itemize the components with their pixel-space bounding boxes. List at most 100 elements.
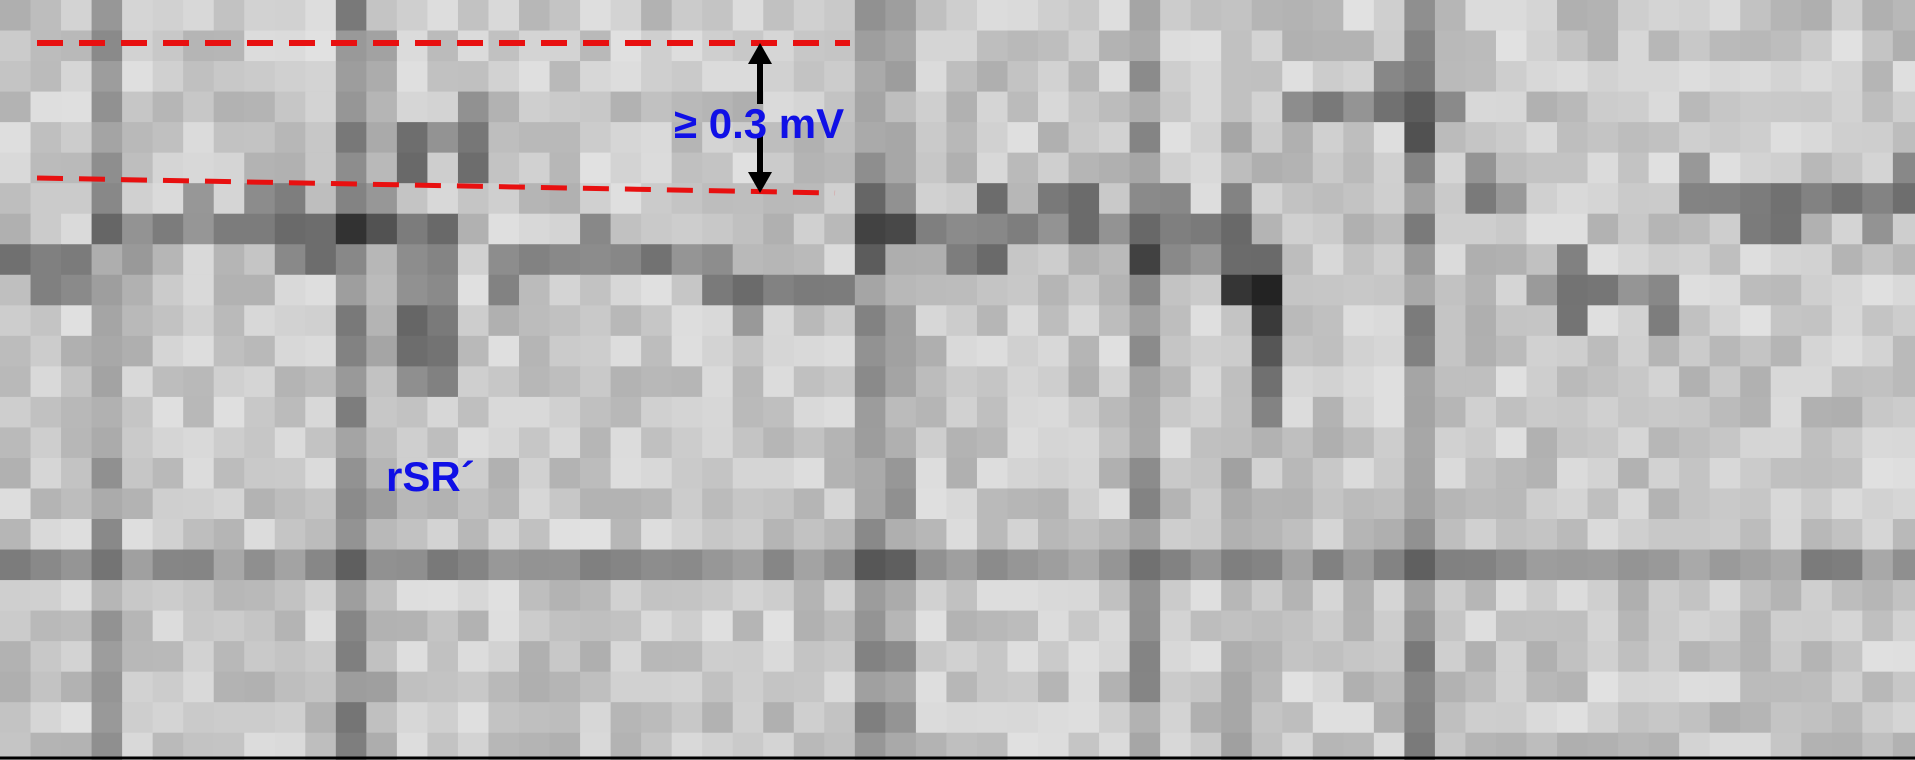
pixel-block [1435,153,1466,184]
pixel-block [1801,397,1832,428]
pixel-block [1099,611,1130,642]
pixel-block [763,427,794,458]
pixel-block [855,580,886,611]
pixel-block [1343,519,1374,550]
pixel-block [1893,31,1915,62]
pixel-block [611,519,642,550]
pixel-block [1374,550,1405,581]
pixel-block [1160,427,1191,458]
pixel-block [183,397,214,428]
pixel-block [1465,61,1496,92]
pixel-block [1496,702,1527,733]
pixel-block [916,580,947,611]
pixel-block [916,458,947,489]
pixel-block [366,733,397,760]
pixel-block [977,31,1008,62]
pixel-block [1435,61,1466,92]
pixel-block [122,611,153,642]
pixel-block [946,550,977,581]
pixel-block [397,611,428,642]
pixel-block [1496,214,1527,245]
pixel-block [122,672,153,703]
pixel-block [61,0,92,31]
pixel-block [336,183,367,214]
pixel-block [488,427,519,458]
pixel-block [1862,702,1893,733]
pixel-block [1893,580,1915,611]
pixel-block [1679,702,1710,733]
pixel-block [550,31,581,62]
pixel-block [214,733,245,760]
pixel-block [611,672,642,703]
pixel-block [824,61,855,92]
pixel-block [1618,366,1649,397]
pixel-block [244,519,275,550]
pixel-block [1679,427,1710,458]
pixel-block [488,458,519,489]
pixel-block [1069,702,1100,733]
pixel-block [1832,305,1863,336]
pixel-block [275,488,306,519]
pixel-block [1862,305,1893,336]
pixel-block [1649,672,1680,703]
pixel-block [1465,672,1496,703]
pixel-block [1771,0,1802,31]
pixel-block [702,153,733,184]
pixel-block [336,31,367,62]
pixel-block [763,397,794,428]
pixel-block [1649,0,1680,31]
pixel-block [1191,31,1222,62]
pixel-block [763,488,794,519]
pixel-block [1404,92,1435,123]
pixel-block [672,305,703,336]
pixel-block [31,641,62,672]
pixel-block [1618,92,1649,123]
pixel-block [1710,31,1741,62]
pixel-block [336,672,367,703]
pixel-block [1801,519,1832,550]
pixel-block [1435,672,1466,703]
pixel-block [611,366,642,397]
pixel-block [1679,183,1710,214]
pixel-block [1007,0,1038,31]
pixel-block [855,519,886,550]
pixel-block [1618,244,1649,275]
pixel-block [122,31,153,62]
pixel-block [611,611,642,642]
pixel-block [122,305,153,336]
pixel-block [1313,458,1344,489]
pixel-block [1435,611,1466,642]
pixel-block [397,550,428,581]
pixel-block [397,0,428,31]
pixel-block [1313,275,1344,306]
pixel-block [1404,733,1435,760]
pixel-block [336,0,367,31]
pixel-block [1893,0,1915,31]
pixel-block [580,458,611,489]
pixel-block [1740,336,1771,367]
pixel-block [244,550,275,581]
pixel-block [214,336,245,367]
pixel-block [1130,672,1161,703]
pixel-block [244,611,275,642]
pixel-block [1465,244,1496,275]
pixel-block [1740,153,1771,184]
pixel-block [1404,336,1435,367]
pixel-block [1038,305,1069,336]
pixel-block [1007,31,1038,62]
pixel-block [641,0,672,31]
pixel-block [427,305,458,336]
pixel-block [1252,336,1283,367]
pixel-block [580,397,611,428]
pixel-block [275,122,306,153]
pixel-block [397,366,428,397]
pixel-block [1130,0,1161,31]
pixel-block [794,641,825,672]
pixel-block [1130,733,1161,760]
pixel-block [305,0,336,31]
pixel-block [1465,336,1496,367]
pixel-block [1527,550,1558,581]
pixel-block [183,0,214,31]
pixel-block [946,183,977,214]
pixel-block [1862,61,1893,92]
